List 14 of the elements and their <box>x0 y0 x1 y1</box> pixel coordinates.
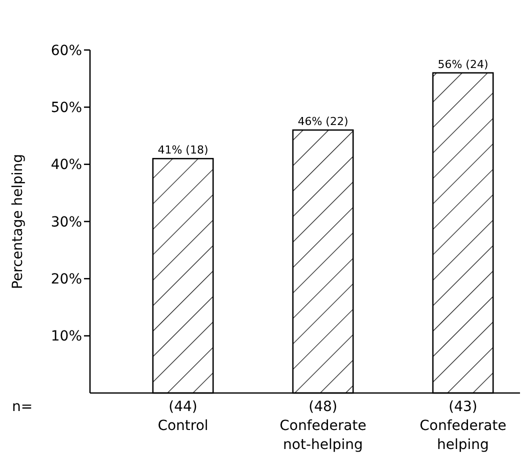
y-tick-label: 20% <box>50 272 82 288</box>
data-label: 56% (24) <box>438 58 488 71</box>
x-tick-label: (48) Confederate not-helping <box>280 399 366 453</box>
y-tick-label: 40% <box>50 157 82 174</box>
y-axis-title: Percentage helping <box>10 154 26 290</box>
text: n= <box>12 399 33 415</box>
data-label: 46% (22) <box>298 115 348 128</box>
data-label: 41% (18) <box>158 144 208 157</box>
x-tick-label: (43) Confederate helping <box>420 399 506 453</box>
y-tick-label: 60% <box>50 42 82 59</box>
y-tick-label: 30% <box>50 214 82 230</box>
y-tick-label: 50% <box>50 100 82 116</box>
x-tick-label: (44) Control <box>158 399 208 434</box>
y-tick-label: 10% <box>50 328 82 345</box>
